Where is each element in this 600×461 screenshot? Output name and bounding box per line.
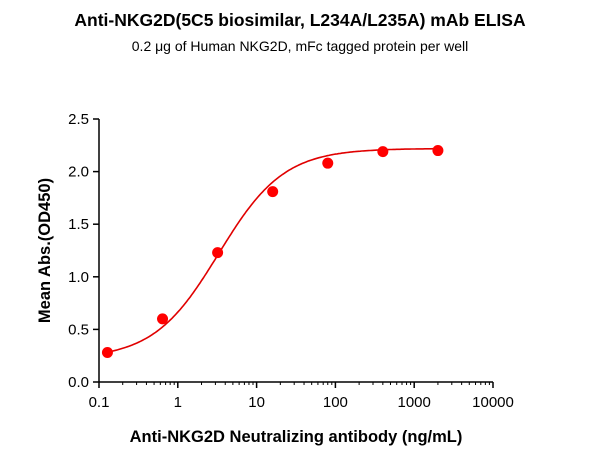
- x-tick-label: 10000: [472, 394, 514, 411]
- y-tick-label: 2.5: [68, 111, 89, 128]
- x-tick-label: 100: [323, 394, 348, 411]
- data-point: [101, 347, 113, 359]
- y-tick-label: 1.5: [68, 216, 89, 233]
- chart-title: Anti-NKG2D(5C5 biosimilar, L234A/L235A) …: [74, 10, 526, 30]
- data-point: [157, 313, 169, 325]
- data-point: [322, 157, 334, 169]
- chart-subtitle: 0.2 μg of Human NKG2D, mFc tagged protei…: [131, 38, 469, 54]
- x-axis-label: Anti-NKG2D Neutralizing antibody (ng/mL): [130, 428, 463, 446]
- data-point: [377, 146, 389, 158]
- data-point: [267, 186, 279, 198]
- x-tick-label: 10: [248, 394, 265, 411]
- data-point: [212, 247, 224, 259]
- y-tick-label: 1.0: [68, 269, 89, 286]
- x-tick-label: 0.1: [89, 394, 110, 411]
- y-tick-label: 2.0: [68, 164, 89, 181]
- y-tick-label: 0.5: [68, 321, 89, 338]
- fit-curve: [107, 147, 438, 353]
- y-tick-label: 0.0: [68, 374, 89, 391]
- x-tick-label: 1000: [398, 394, 431, 411]
- y-axis-label: Mean Abs.(OD450): [36, 178, 54, 323]
- x-tick-label: 1: [174, 394, 182, 411]
- data-point: [432, 145, 444, 157]
